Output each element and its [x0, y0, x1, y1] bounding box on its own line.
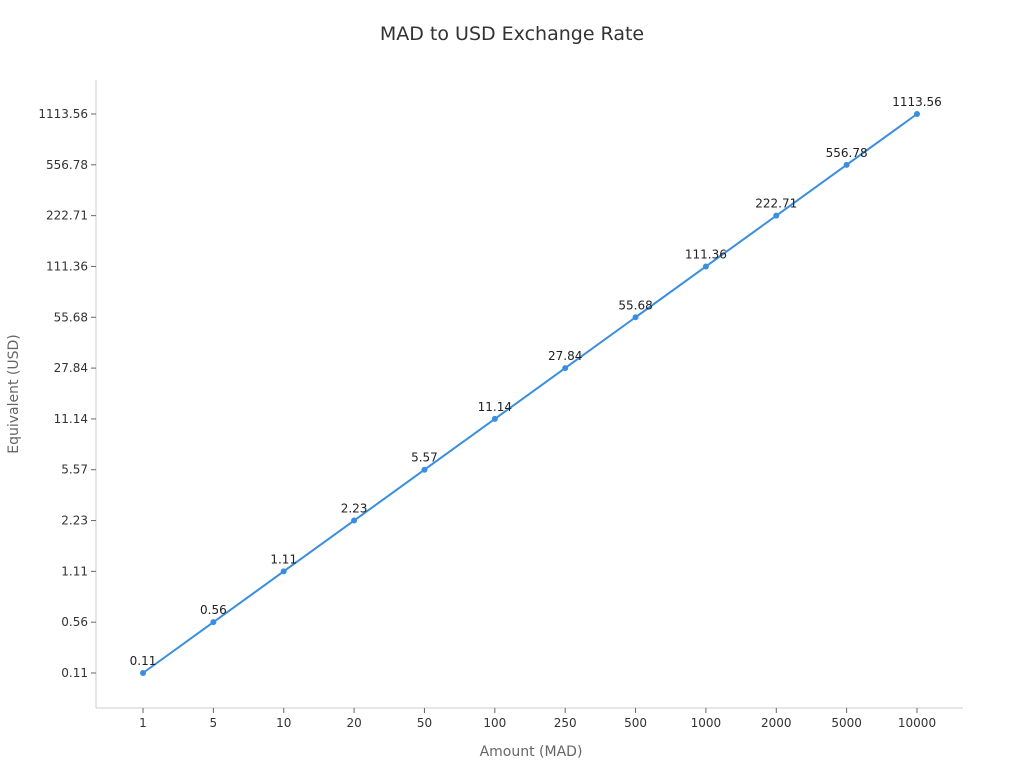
data-point [491, 415, 498, 422]
x-tick-label: 500 [624, 716, 647, 730]
data-point [421, 466, 428, 473]
chart-title: MAD to USD Exchange Rate [380, 23, 644, 45]
x-tick-label: 10 [276, 716, 291, 730]
data-point [351, 517, 358, 524]
y-tick-label: 556.78 [46, 158, 88, 172]
data-point [702, 263, 709, 270]
data-point [562, 365, 569, 372]
data-label: 0.11 [130, 654, 157, 668]
x-tick-label: 1000 [691, 716, 722, 730]
y-tick-label: 27.84 [54, 361, 88, 375]
y-axis-label: Equivalent (USD) [6, 334, 22, 454]
data-point [632, 314, 639, 321]
data-point [914, 111, 920, 117]
y-tick-label: 5.57 [61, 463, 88, 477]
y-tick-label: 1113.56 [38, 107, 88, 121]
x-tick-label: 100 [483, 716, 506, 730]
x-tick-label: 5000 [831, 716, 862, 730]
y-tick-label: 0.11 [61, 666, 88, 680]
y-tick-label: 55.68 [54, 310, 88, 324]
y-tick-label: 11.14 [54, 412, 88, 426]
x-tick-label: 2000 [761, 716, 792, 730]
data-label: 1.11 [270, 552, 297, 566]
data-point [280, 568, 287, 575]
x-tick-label: 50 [417, 716, 432, 730]
x-tick-label: 20 [346, 716, 361, 730]
x-tick-label: 1 [139, 716, 147, 730]
y-tick-label: 0.56 [61, 615, 88, 629]
x-tick-label: 10000 [898, 716, 936, 730]
data-point [140, 670, 146, 676]
data-label: 556.78 [826, 146, 868, 160]
data-point [773, 212, 780, 219]
x-tick-label: 250 [554, 716, 577, 730]
x-tick-label: 5 [210, 716, 218, 730]
data-label: 11.14 [478, 400, 512, 414]
data-label: 0.56 [200, 603, 227, 617]
data-label: 111.36 [685, 247, 727, 261]
data-label: 27.84 [548, 349, 582, 363]
data-label: 5.57 [411, 451, 438, 465]
data-label: 1113.56 [892, 95, 942, 109]
data-label: 55.68 [618, 298, 652, 312]
series-line [142, 113, 918, 674]
data-point [210, 619, 217, 626]
x-axis-label: Amount (MAD) [480, 744, 583, 760]
y-tick-label: 1.11 [61, 564, 88, 578]
data-point [843, 161, 850, 168]
data-label: 2.23 [341, 502, 368, 516]
y-tick-label: 222.71 [46, 209, 88, 223]
data-label: 222.71 [755, 197, 797, 211]
y-tick-label: 2.23 [61, 514, 88, 528]
y-tick-label: 111.36 [46, 259, 88, 273]
